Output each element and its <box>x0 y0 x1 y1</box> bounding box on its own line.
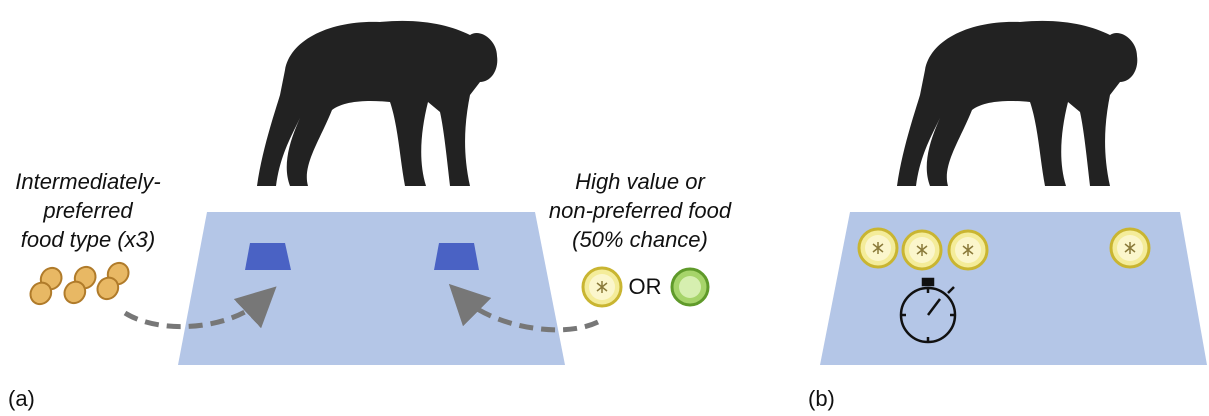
cucumber-slice <box>672 269 708 305</box>
left-note: preferred <box>42 198 133 223</box>
banana-slice <box>949 231 987 269</box>
figure: OR Intermediately- preferred food type (… <box>0 0 1209 416</box>
banana-slice <box>859 229 897 267</box>
panel-label: (a) <box>8 386 35 411</box>
food-well <box>245 243 291 270</box>
table <box>178 212 565 365</box>
food-well <box>434 243 479 270</box>
shape <box>60 263 99 307</box>
banana-slice <box>903 231 941 269</box>
shape <box>93 259 132 303</box>
banana-slice <box>1111 229 1149 267</box>
peanuts <box>26 259 132 308</box>
right-note: non-preferred food <box>549 198 732 223</box>
panel-a: OR Intermediately- preferred food type (… <box>8 21 732 411</box>
left-note: food type (x3) <box>21 227 156 252</box>
shape <box>923 279 933 285</box>
banana-slice <box>583 268 621 306</box>
shape <box>679 276 701 298</box>
panel-label: (b) <box>808 386 835 411</box>
chimp-silhouette <box>897 21 1137 186</box>
right-note: High value or <box>575 169 706 194</box>
panel-b: (b) <box>808 21 1207 411</box>
right-note: (50% chance) <box>572 227 708 252</box>
chimp-silhouette <box>257 21 497 186</box>
left-note: Intermediately- <box>15 169 161 194</box>
or-text: OR <box>629 274 662 299</box>
shape <box>26 264 65 308</box>
